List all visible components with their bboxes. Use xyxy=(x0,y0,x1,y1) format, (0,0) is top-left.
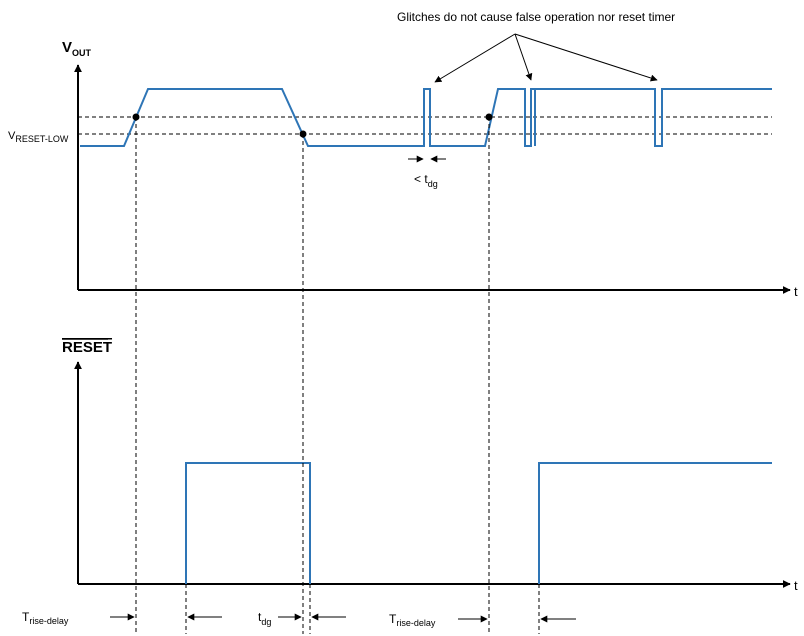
reset-waveform-final xyxy=(538,462,772,584)
glitch-width-label: < tdg xyxy=(414,172,438,189)
rise-delay-1-main: T xyxy=(22,610,30,624)
threshold-label: VRESET-LOW xyxy=(8,130,69,144)
vout-axis-sub: OUT xyxy=(72,48,92,58)
annotation-arrows xyxy=(434,33,658,83)
vout-waveform xyxy=(80,88,772,147)
rise-delay-1-sub: rise-delay xyxy=(29,616,69,626)
annotation-arrow-1 xyxy=(434,33,516,83)
vout-axis-label: VOUT xyxy=(62,39,92,58)
delay-arrows xyxy=(110,613,576,623)
deglitch-main: t xyxy=(258,610,262,624)
glitch-width-prefix: < t xyxy=(414,172,428,186)
reset-axes xyxy=(74,361,791,588)
reset-time-label: t xyxy=(794,578,798,593)
rise-delay-2-label: Trise-delay xyxy=(389,612,436,628)
glitch-width-sub: dg xyxy=(428,179,438,189)
threshold-sub: RESET-LOW xyxy=(15,134,69,144)
annotation-arrow-3 xyxy=(514,33,658,82)
deglitch-sub: dg xyxy=(261,617,271,627)
reset-axis-label: RESET xyxy=(62,339,112,356)
annotation-arrow-2 xyxy=(514,33,533,81)
timing-guides xyxy=(135,117,540,634)
vout-axis-main: V xyxy=(62,39,72,56)
reset-waveform-pulse xyxy=(185,462,311,584)
rise-delay-1-label: Trise-delay xyxy=(22,610,69,626)
rise-delay-2-sub: rise-delay xyxy=(396,618,436,628)
vout-time-label: t xyxy=(794,284,798,299)
vout-axes xyxy=(74,64,791,294)
deglitch-label: tdg xyxy=(258,610,271,627)
rise-delay-2-main: T xyxy=(389,612,397,626)
threshold-main: V xyxy=(8,130,16,142)
glitch-annotation: Glitches do not cause false operation no… xyxy=(397,10,675,24)
